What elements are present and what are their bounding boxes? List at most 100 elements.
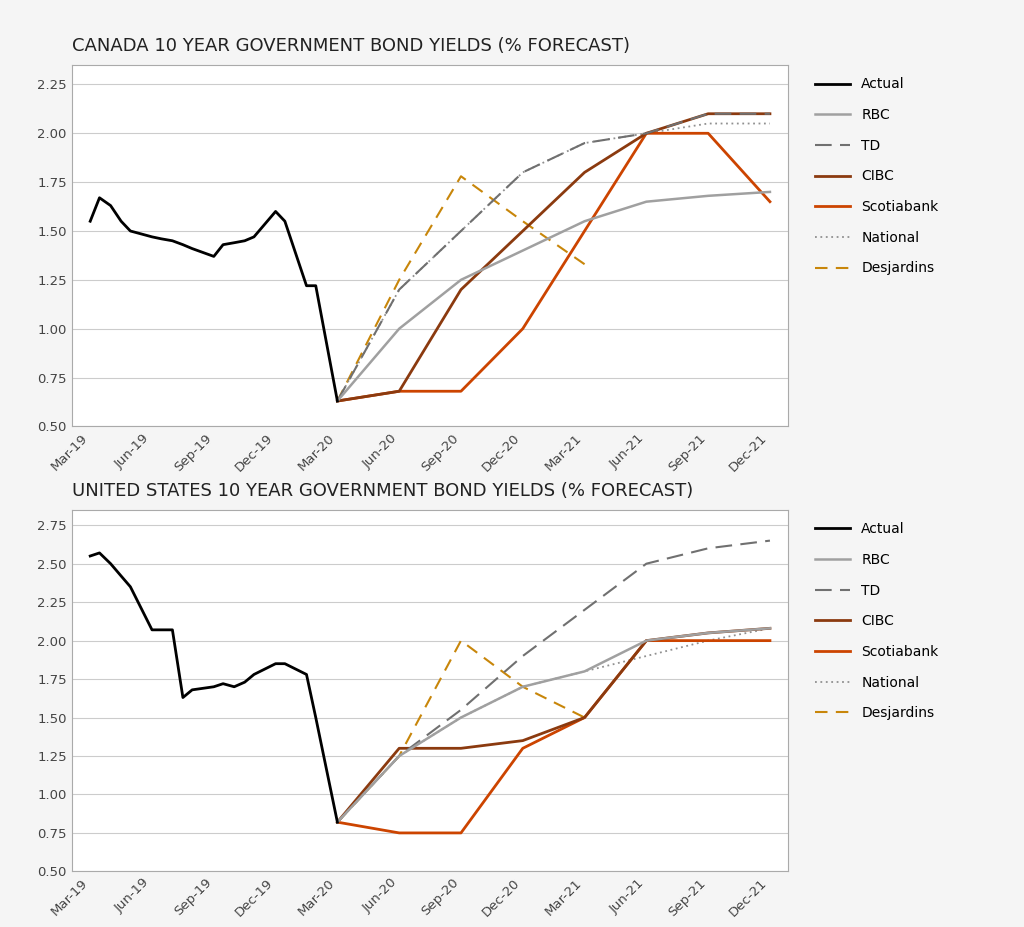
Line: Actual: Actual (90, 552, 337, 822)
Actual (208, 681, 220, 692)
Scotiabank (517, 743, 529, 754)
Actual (208, 251, 220, 262)
Line: Desjardins: Desjardins (337, 176, 585, 401)
Line: CIBC: CIBC (337, 629, 770, 822)
CIBC (764, 623, 776, 634)
Scotiabank (455, 386, 467, 397)
CIBC (640, 635, 652, 646)
National (702, 118, 715, 129)
Desjardins (517, 216, 529, 227)
Actual (228, 681, 241, 692)
National (517, 167, 529, 178)
Scotiabank (331, 817, 343, 828)
National (455, 225, 467, 236)
Scotiabank (455, 828, 467, 839)
Desjardins (455, 635, 467, 646)
Actual (331, 817, 343, 828)
Desjardins (455, 171, 467, 182)
Actual (300, 280, 312, 291)
Scotiabank (702, 128, 715, 139)
Actual (177, 692, 189, 703)
TD (764, 108, 776, 120)
Actual (93, 192, 105, 203)
National (579, 137, 591, 148)
RBC (764, 623, 776, 634)
Actual (104, 558, 117, 569)
Line: CIBC: CIBC (337, 114, 770, 401)
Actual (228, 237, 241, 248)
Line: RBC: RBC (337, 629, 770, 822)
Actual (217, 239, 229, 250)
Actual (186, 684, 199, 695)
Actual (166, 624, 178, 635)
RBC (640, 197, 652, 208)
CIBC (393, 386, 406, 397)
Actual (124, 581, 136, 592)
Actual (239, 677, 251, 688)
Actual (269, 206, 282, 217)
Line: TD: TD (337, 114, 770, 401)
Line: RBC: RBC (337, 192, 770, 401)
RBC (640, 635, 652, 646)
Scotiabank (579, 225, 591, 236)
Actual (93, 547, 105, 558)
Line: National: National (337, 629, 770, 822)
TD (517, 167, 529, 178)
National (579, 666, 591, 677)
National (331, 396, 343, 407)
Actual (115, 570, 127, 581)
Actual (177, 239, 189, 250)
Scotiabank (702, 635, 715, 646)
Line: Actual: Actual (90, 197, 337, 401)
RBC (331, 817, 343, 828)
TD (579, 137, 591, 148)
Desjardins (331, 396, 343, 407)
TD (393, 284, 406, 295)
RBC (579, 216, 591, 227)
Actual (279, 658, 291, 669)
RBC (331, 396, 343, 407)
Actual (115, 216, 127, 227)
CIBC (764, 108, 776, 120)
CIBC (455, 284, 467, 295)
National (517, 681, 529, 692)
Actual (145, 232, 158, 243)
Actual (84, 551, 96, 562)
National (331, 817, 343, 828)
TD (702, 108, 715, 120)
TD (331, 396, 343, 407)
TD (640, 558, 652, 569)
National (640, 651, 652, 662)
TD (331, 817, 343, 828)
National (455, 712, 467, 723)
CIBC (331, 396, 343, 407)
Text: CANADA 10 YEAR GOVERNMENT BOND YIELDS (% FORECAST): CANADA 10 YEAR GOVERNMENT BOND YIELDS (%… (72, 37, 630, 55)
TD (579, 604, 591, 616)
Actual (309, 712, 322, 723)
Actual (309, 280, 322, 291)
Actual (269, 658, 282, 669)
CIBC (579, 167, 591, 178)
TD (764, 535, 776, 546)
Desjardins (393, 274, 406, 286)
Actual (186, 243, 199, 254)
CIBC (702, 628, 715, 639)
Legend: Actual, RBC, TD, CIBC, Scotiabank, National, Desjardins: Actual, RBC, TD, CIBC, Scotiabank, Natio… (810, 516, 944, 726)
TD (393, 751, 406, 762)
Desjardins (579, 712, 591, 723)
Desjardins (393, 751, 406, 762)
Scotiabank (393, 386, 406, 397)
Actual (104, 200, 117, 211)
Actual (248, 232, 260, 243)
Actual (124, 225, 136, 236)
Line: Scotiabank: Scotiabank (337, 641, 770, 833)
CIBC (517, 735, 529, 746)
Actual (331, 396, 343, 407)
Scotiabank (393, 828, 406, 839)
Actual (217, 679, 229, 690)
Scotiabank (640, 635, 652, 646)
RBC (702, 190, 715, 201)
Actual (84, 216, 96, 227)
Text: UNITED STATES 10 YEAR GOVERNMENT BOND YIELDS (% FORECAST): UNITED STATES 10 YEAR GOVERNMENT BOND YI… (72, 482, 693, 500)
Desjardins (579, 259, 591, 270)
